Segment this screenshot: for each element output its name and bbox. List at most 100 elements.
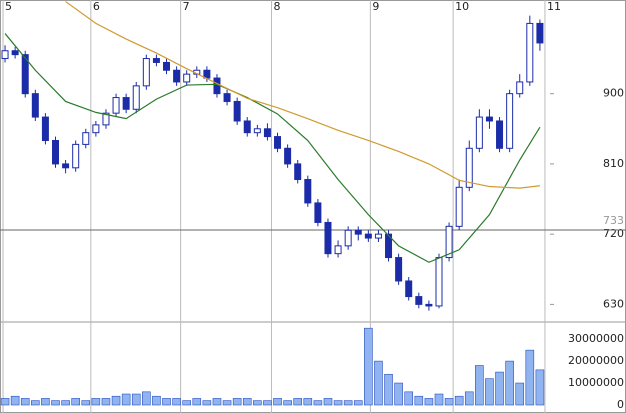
candle-body [364, 233, 372, 239]
candle-body [374, 233, 382, 239]
x-tick-label: 5 [5, 0, 12, 13]
current-price-label: 733 [603, 214, 624, 227]
volume-bar [485, 378, 494, 406]
candle-body [31, 93, 39, 118]
x-tick-label: 8 [273, 0, 280, 13]
x-tick-label: 9 [372, 0, 379, 13]
moving-average [4, 33, 541, 263]
volume-bar [121, 393, 131, 406]
volume-bar [91, 398, 101, 406]
volume-bar [505, 360, 514, 406]
candle-body [21, 54, 29, 95]
volume-tick-label: 0 [617, 398, 624, 411]
volume-bar [434, 393, 444, 406]
volume-bar [343, 400, 353, 406]
candle-body [82, 132, 90, 145]
volume-bar [131, 393, 141, 406]
candle-body [475, 116, 483, 149]
candle-body [1, 50, 9, 60]
candle-body [163, 61, 171, 71]
candle-body [263, 128, 271, 138]
candle-body [122, 97, 130, 110]
candle-body [496, 120, 504, 149]
y-tick-label: 720 [603, 227, 624, 240]
candle-body [485, 116, 493, 122]
candle-body [405, 280, 413, 298]
y-tick-label: 900 [603, 87, 624, 100]
candle-body [294, 163, 302, 181]
volume-bar [414, 395, 424, 406]
candle-body [223, 93, 231, 102]
candle-body [183, 73, 191, 83]
volume-bar [303, 398, 313, 406]
candle-body [243, 120, 251, 134]
candle-body [142, 58, 150, 87]
volume-bar [81, 400, 91, 406]
candle-body [354, 229, 362, 235]
volume-bar [454, 395, 464, 406]
volume-bar [10, 395, 20, 406]
y-tick-label: 630 [603, 297, 624, 310]
candle-body [385, 233, 393, 259]
candle-body [304, 179, 312, 204]
volume-bar [313, 400, 323, 406]
candle-body [284, 147, 292, 165]
candle-body [173, 69, 181, 83]
candle-body [344, 229, 352, 247]
volume-bar [71, 398, 80, 406]
volume-bar [253, 400, 262, 406]
candle-body [425, 303, 433, 307]
candle-body [324, 221, 332, 255]
candle-body [102, 112, 110, 126]
volume-bar [364, 327, 373, 406]
volume-tick-label: 10000000 [568, 376, 624, 389]
volume-bar [182, 400, 191, 406]
candle-body [415, 296, 423, 305]
candle-body [516, 81, 524, 95]
volume-bar [162, 398, 171, 406]
volume-bar [41, 398, 50, 406]
candle-body [445, 225, 453, 259]
moving-average [65, 1, 540, 189]
x-tick-label: 6 [93, 0, 100, 13]
volume-bar [464, 391, 474, 406]
volume-bar [293, 398, 303, 406]
candle-body [334, 245, 342, 255]
volume-bar [192, 398, 202, 406]
volume-bar [172, 398, 181, 406]
volume-bar [495, 371, 504, 406]
candle-body [92, 124, 100, 134]
candle-body [11, 50, 19, 56]
candle-body [41, 116, 49, 141]
volume-bar [353, 400, 363, 406]
volume-bar [424, 398, 434, 406]
volume-bar [152, 395, 161, 406]
volume-bar [515, 382, 525, 406]
volume-bar [31, 400, 40, 406]
candle-body [52, 139, 60, 165]
volume-bar [535, 369, 545, 406]
x-tick-label: 10 [455, 0, 469, 13]
x-tick-label: 7 [183, 0, 190, 13]
volume-bar [232, 398, 242, 406]
volume-bar [323, 398, 333, 406]
volume-bar [374, 360, 383, 406]
candle-body [112, 97, 120, 114]
volume-bar [444, 398, 454, 406]
volume-bar [212, 398, 222, 406]
volume-bar [61, 400, 70, 406]
candle-body [274, 136, 282, 149]
volume-bar [404, 391, 414, 406]
candle-body [506, 93, 514, 149]
volume-bar [142, 391, 151, 406]
volume-bar [242, 398, 252, 406]
volume-bar [222, 400, 232, 406]
volume-bar [111, 395, 121, 406]
x-tick-label: 11 [547, 0, 561, 13]
volume-bar [202, 400, 212, 406]
volume-tick-label: 30000000 [568, 332, 624, 345]
volume-bar [475, 365, 484, 406]
candle-body [455, 186, 463, 227]
volume-bar [51, 400, 60, 406]
